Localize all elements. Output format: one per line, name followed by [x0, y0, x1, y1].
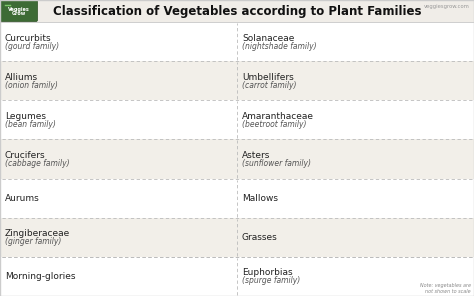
Bar	[0, 218, 474, 257]
Bar	[0, 61, 474, 100]
Text: (ginger family): (ginger family)	[5, 237, 61, 246]
Text: (carrot family): (carrot family)	[242, 81, 297, 90]
Text: Alliums: Alliums	[5, 73, 38, 82]
Text: Classification of Vegetables according to Plant Families: Classification of Vegetables according t…	[53, 4, 421, 17]
Bar	[0, 178, 474, 218]
Bar	[0, 22, 474, 61]
Bar	[0, 139, 474, 178]
Text: Solanaceae: Solanaceae	[242, 33, 294, 43]
Text: (beetroot family): (beetroot family)	[242, 120, 307, 129]
Text: (nightshade family): (nightshade family)	[242, 41, 317, 51]
Text: Asters: Asters	[242, 151, 270, 160]
FancyBboxPatch shape	[0, 1, 37, 22]
Text: Grasses: Grasses	[242, 233, 278, 242]
Text: Veggies: Veggies	[8, 7, 30, 12]
Text: Euphorbias: Euphorbias	[242, 268, 292, 277]
Text: Zingiberaceae: Zingiberaceae	[5, 229, 70, 238]
Text: Umbellifers: Umbellifers	[242, 73, 294, 82]
Bar	[0, 0, 474, 22]
Bar	[0, 257, 474, 296]
Text: veggiesgrow.com: veggiesgrow.com	[424, 4, 470, 9]
Text: (cabbage family): (cabbage family)	[5, 159, 70, 168]
Text: Note: vegetables are
not shown to scale: Note: vegetables are not shown to scale	[420, 283, 471, 294]
Text: Amaranthaceae: Amaranthaceae	[242, 112, 314, 121]
Text: Legumes: Legumes	[5, 112, 46, 121]
Text: (sunflower family): (sunflower family)	[242, 159, 311, 168]
Bar	[0, 100, 474, 139]
Text: Crucifers: Crucifers	[5, 151, 46, 160]
Text: Aurums: Aurums	[5, 194, 40, 203]
Text: Mallows: Mallows	[242, 194, 278, 203]
Text: Morning-glories: Morning-glories	[5, 272, 75, 281]
Text: Grow: Grow	[12, 11, 26, 16]
Text: Curcurbits: Curcurbits	[5, 33, 52, 43]
Text: (gourd family): (gourd family)	[5, 41, 59, 51]
Text: (spurge family): (spurge family)	[242, 276, 300, 285]
Text: (bean family): (bean family)	[5, 120, 56, 129]
Text: (onion family): (onion family)	[5, 81, 58, 90]
